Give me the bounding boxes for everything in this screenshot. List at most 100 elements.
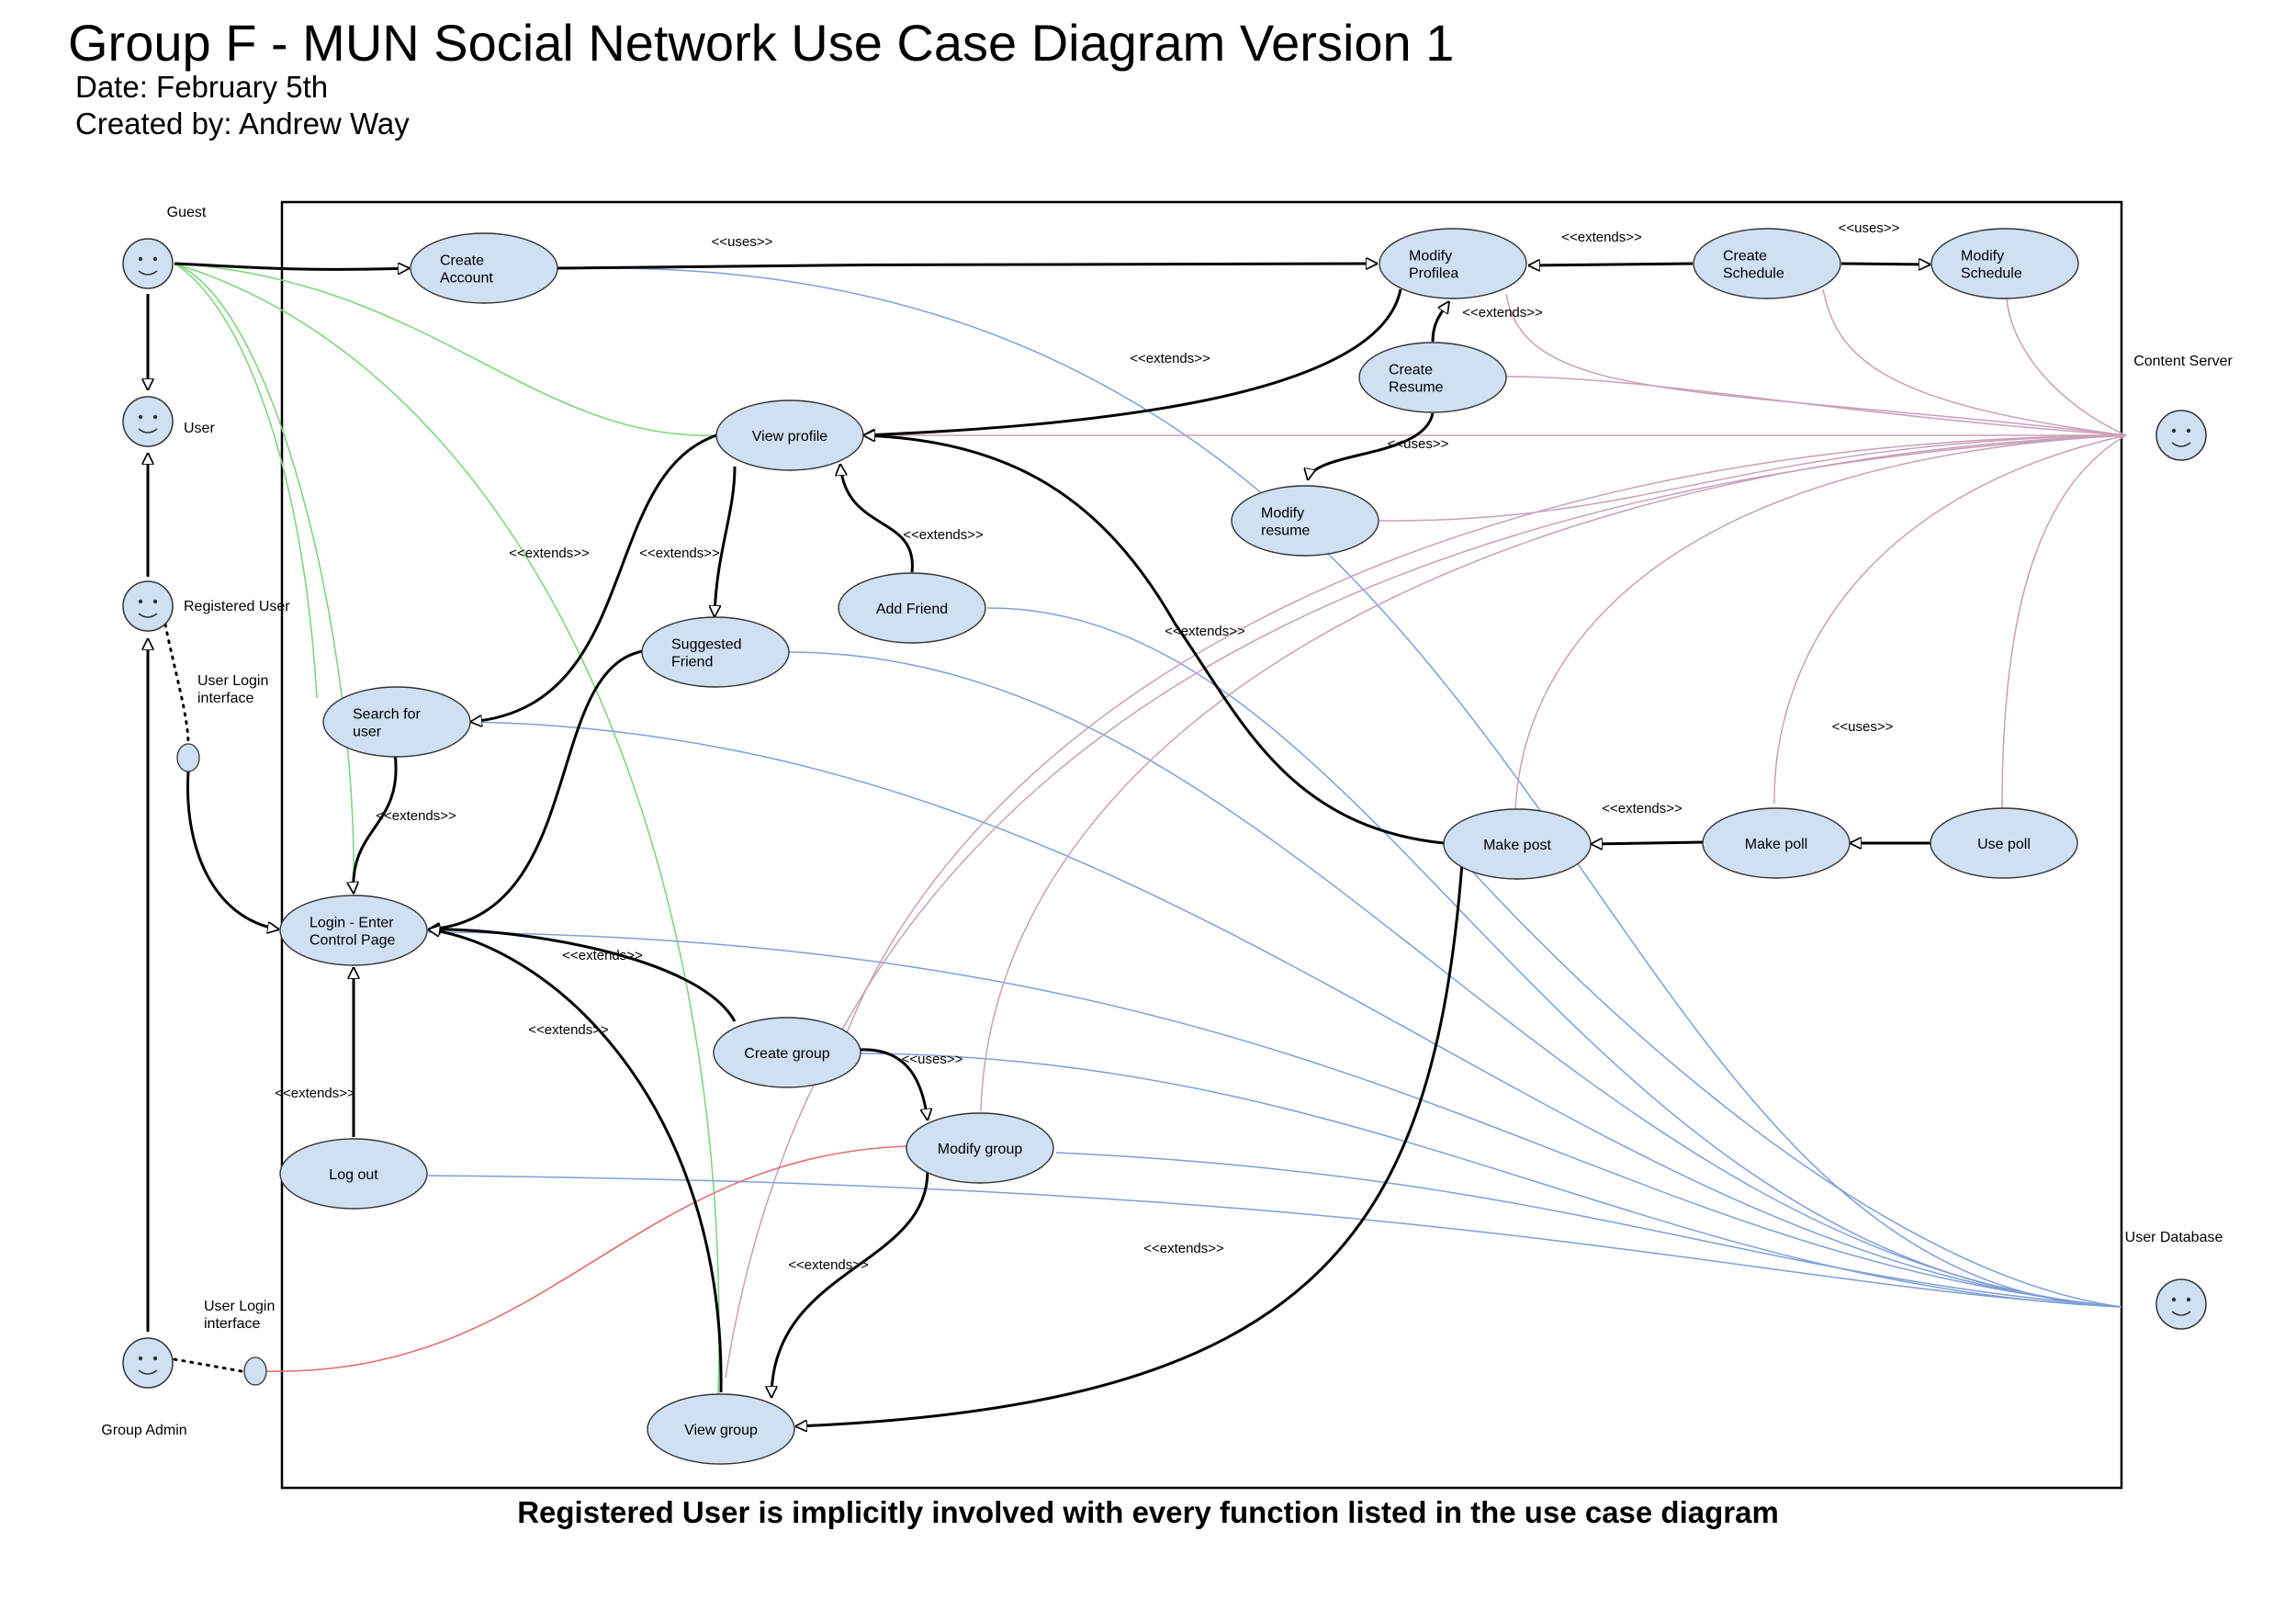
actor-admin: Group Admin (101, 1337, 187, 1438)
usecase-make-poll: Make poll (1702, 807, 1851, 879)
actor-db-face (2155, 1278, 2207, 1330)
interface-rif-shape (176, 743, 200, 772)
arrow-guest-createaccount (174, 262, 410, 269)
usecase-search-user-label: Search for (353, 707, 421, 723)
cs-modifygroup-line (980, 434, 2127, 1112)
actor-guest-eye (138, 256, 143, 262)
usecase-modify-schedule-label: Schedule (1961, 266, 2022, 282)
admin-modifygroup-line (263, 1145, 907, 1372)
usecase-log-out: Log out (279, 1138, 428, 1210)
arrow-createaccount-modifyprofile (557, 264, 1378, 268)
edge-label-ext-viewprofile-suggestedfriend: <<extends>> (639, 546, 720, 561)
usecase-log-out-shape (279, 1138, 428, 1210)
db-searchuser-line (469, 721, 2122, 1308)
usecase-suggested-friend: Suggested Friend (641, 616, 790, 688)
usecase-view-group: View group (647, 1393, 795, 1465)
usecase-create-group-label: Create group (744, 1046, 829, 1062)
guest-viewprofile-line (174, 263, 717, 436)
db-logout-line (427, 1175, 2122, 1308)
usecase-suggested-friend-label: Friend (671, 655, 713, 670)
usecase-login-label: Login - Enter (310, 916, 394, 931)
usecase-create-account: Create Account (410, 232, 558, 304)
arrow-suggestedfriend-login (428, 649, 644, 929)
usecase-login: Login - Enter Control Page (279, 895, 428, 966)
usecase-create-account-label: Account (440, 271, 493, 287)
arrow-creategroup-modifygroup (858, 1048, 928, 1120)
usecase-modify-resume-shape (1231, 485, 1379, 557)
interface-rif: User Login interface (176, 673, 268, 772)
edge-label-ext-makepost-viewprofile: <<extends>> (1165, 624, 1245, 639)
actor-user-eye (152, 414, 158, 420)
edge-label-ext-addfriend-viewprofile: <<extends>> (903, 527, 984, 543)
cs-makepost-line (1514, 434, 2127, 809)
actor-admin-smile (138, 1369, 158, 1375)
actor-content: Content Server (2133, 354, 2233, 461)
arrow-viewgroup-login (428, 929, 723, 1393)
cs-modifyschedule-line (2006, 298, 2127, 436)
interface-aif: User Login interface (204, 1299, 275, 1386)
usecase-modify-group-shape (906, 1112, 1054, 1184)
actor-user-smile (138, 428, 158, 433)
cs-creategroup-line (846, 434, 2127, 1034)
usecase-create-schedule-shape (1693, 228, 1841, 299)
arrow-createresume-modifyresume (1308, 412, 1435, 480)
interface-aif-label: interface (204, 1316, 260, 1332)
usecase-search-user-shape (322, 686, 471, 758)
interface-aif-label: User Login (204, 1299, 275, 1314)
usecase-view-profile-label: View profile (752, 429, 828, 445)
actor-registered-label: Registered User (184, 599, 290, 614)
arrow-viewprofile-searchuser (470, 433, 717, 722)
db-addfriend-line (986, 607, 2122, 1308)
actor-guest-face (122, 238, 174, 289)
db-suggestedfriend-line (787, 651, 2122, 1308)
db-login-line (427, 931, 2122, 1308)
cs-createresume-line (1505, 376, 2127, 436)
edge-label-ext-viewgroup-login: <<extends>> (528, 1022, 609, 1038)
dependency-arrows (148, 264, 1930, 1426)
usecase-create-resume-label: Create (1389, 363, 1433, 378)
edge-label-uses-createschedule-modifyschedule: <<uses>> (1839, 220, 1900, 236)
usecase-add-friend: Add Friend (838, 572, 986, 644)
diagram-date: Date: February 5th (75, 70, 329, 104)
edge-label-uses-createresume-modifyresume: <<uses>> (1388, 436, 1449, 452)
db-creategroup-line (860, 1053, 2122, 1308)
arrow-addfriend-viewprofile (840, 464, 914, 573)
arrow-rif-login (186, 771, 279, 929)
arrow-creategroup-login (428, 929, 737, 1022)
actors: Guest User Registered User Group Admin Conte… (101, 205, 2233, 1438)
usecase-log-out-label: Log out (329, 1167, 378, 1183)
usecase-modify-schedule-label: Modify (1961, 249, 2004, 265)
usecase-create-account-shape (410, 232, 558, 304)
interface-rif-label: interface (197, 691, 253, 706)
edge-label-ext-createschedule-modifyprofile: <<extends>> (1561, 230, 1642, 245)
database-associations (427, 267, 2122, 1308)
usecase-view-profile: View profile (715, 400, 864, 471)
usecase-make-post-shape (1443, 808, 1592, 880)
actor-db-eye (2171, 1297, 2177, 1302)
arrow-modifyprofile-viewprofile (863, 288, 1402, 435)
actor-guest-smile (138, 270, 158, 276)
system-boundary (280, 200, 2123, 1490)
diagram-footnote: Registered User is implicitly involved w… (517, 1495, 1779, 1529)
actor-user-label: User (184, 421, 215, 436)
actor-user-eye (138, 414, 143, 420)
usecase-create-account-label: Create (440, 253, 484, 269)
cs-makepoll-line (1773, 434, 2127, 805)
usecase-login-label: Control Page (310, 933, 395, 949)
usecase-modify-resume-label: resume (1261, 524, 1310, 539)
usecase-create-group-shape (713, 1017, 861, 1088)
actor-admin-label: Group Admin (101, 1423, 186, 1438)
actor-content-eye (2171, 428, 2177, 433)
arrow-createresume-modifyprofile (1431, 301, 1451, 343)
use-cases: CreateAccountModifyProfileaCreateSchedul… (279, 228, 2079, 1465)
usecase-modify-profile-shape (1379, 228, 1527, 299)
actor-guest-label: Guest (167, 205, 207, 220)
usecase-add-friend-shape (838, 572, 986, 644)
edge-label-ext-creategroup-login: <<extends>> (562, 948, 643, 963)
arrow-makepost-viewprofile (863, 435, 1445, 845)
edge-label-ext-searchuser-login: <<extends>> (376, 808, 456, 824)
cs-createschedule-line (1822, 288, 2127, 436)
arrow-makepost-viewgroup (795, 862, 1464, 1426)
usecase-create-schedule-label: Schedule (1723, 266, 1784, 282)
usecase-make-post-label: Make post (1483, 838, 1551, 853)
